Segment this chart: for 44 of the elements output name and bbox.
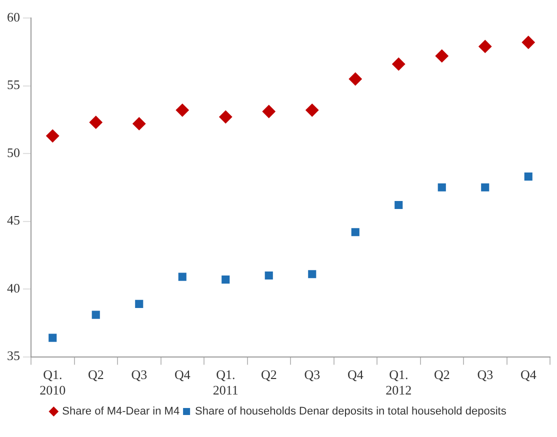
point <box>178 272 186 281</box>
point <box>135 300 144 308</box>
point <box>348 72 362 86</box>
x-tick-label: Q1. 2010 <box>40 367 66 398</box>
point <box>222 276 230 284</box>
x-tick-label: Q4 <box>520 367 537 382</box>
x-tick-label: Q3 <box>304 367 320 382</box>
legend-label: Share of M4-Dear in M4 <box>62 406 180 418</box>
point <box>219 110 232 124</box>
point <box>92 310 100 319</box>
point <box>522 36 535 49</box>
x-tick-label: Q2 <box>260 367 277 382</box>
y-tick-label: 45 <box>7 212 20 228</box>
y-tick-label: 40 <box>7 280 20 296</box>
point <box>524 172 532 181</box>
x-tick-label: Q4 <box>347 367 364 382</box>
y-tick-label: 50 <box>7 144 20 160</box>
x-tick-label: Q1. 2012 <box>386 367 412 398</box>
legend-label: Share of households Denar deposits in total household deposits <box>195 406 507 418</box>
point <box>392 58 406 71</box>
x-tick-label: Q1. 2011 <box>212 367 238 398</box>
point <box>351 228 360 236</box>
point <box>176 104 189 117</box>
point <box>89 116 102 129</box>
point <box>46 129 60 142</box>
x-tick-label: Q4 <box>174 367 191 382</box>
point <box>478 40 492 53</box>
point <box>306 104 319 117</box>
point <box>308 270 316 278</box>
x-tick-label: Q3 <box>477 367 494 382</box>
y-tick-label: 55 <box>7 77 20 92</box>
x-tick-label: Q2 <box>434 367 450 382</box>
y-tick-label: 35 <box>7 348 20 364</box>
point <box>48 334 57 342</box>
point <box>435 49 448 62</box>
point <box>481 183 490 192</box>
point <box>132 117 146 130</box>
x-tick-label: Q2 <box>88 367 104 382</box>
y-tick-label: 60 <box>7 9 20 24</box>
x-tick-label: Q3 <box>131 367 148 382</box>
point <box>438 183 446 192</box>
point <box>262 105 276 118</box>
point <box>394 200 403 210</box>
point <box>264 271 273 280</box>
